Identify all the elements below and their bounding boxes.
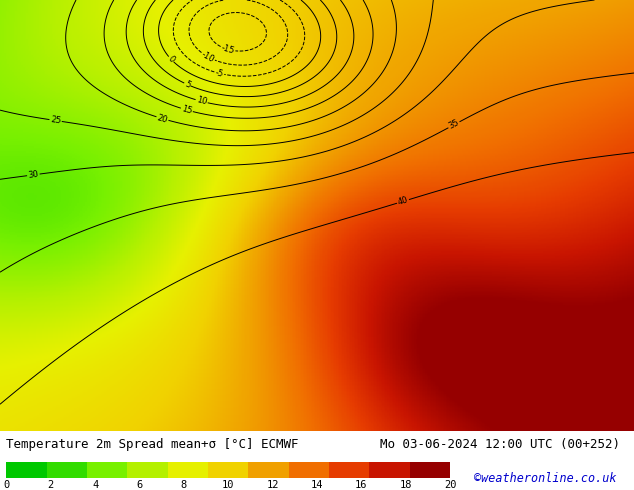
Text: 25: 25 [49,115,61,126]
Text: -15: -15 [220,43,236,56]
Text: 5: 5 [183,79,191,90]
Text: ©weatheronline.co.uk: ©weatheronline.co.uk [474,472,616,486]
Text: 0: 0 [3,480,10,490]
Text: 4: 4 [92,480,98,490]
Bar [127,462,168,477]
Text: 6: 6 [136,480,143,490]
Text: 16: 16 [355,480,368,490]
Text: Mo 03-06-2024 12:00 UTC (00+252): Mo 03-06-2024 12:00 UTC (00+252) [380,438,621,451]
Bar [249,462,288,477]
Bar [168,462,208,477]
Bar [288,462,329,477]
Text: 8: 8 [181,480,187,490]
Text: 10: 10 [195,96,208,107]
Bar [370,462,410,477]
Bar [329,462,370,477]
Text: 35: 35 [447,118,461,131]
Text: 30: 30 [27,170,39,180]
Text: -10: -10 [200,49,216,64]
Text: 20: 20 [444,480,456,490]
Text: 18: 18 [399,480,412,490]
Text: Temperature 2m Spread mean+σ [°C] ECMWF: Temperature 2m Spread mean+σ [°C] ECMWF [6,438,299,451]
Text: 15: 15 [181,104,193,116]
Text: 0: 0 [166,54,176,64]
Text: 20: 20 [156,113,169,124]
Bar [208,462,249,477]
Text: 40: 40 [397,196,410,207]
Bar [410,462,450,477]
Bar [6,462,47,477]
Text: 14: 14 [311,480,323,490]
Text: -5: -5 [214,68,224,79]
Text: 12: 12 [266,480,279,490]
Text: 10: 10 [222,480,235,490]
Bar [47,462,87,477]
Text: 2: 2 [48,480,54,490]
Bar [87,462,127,477]
